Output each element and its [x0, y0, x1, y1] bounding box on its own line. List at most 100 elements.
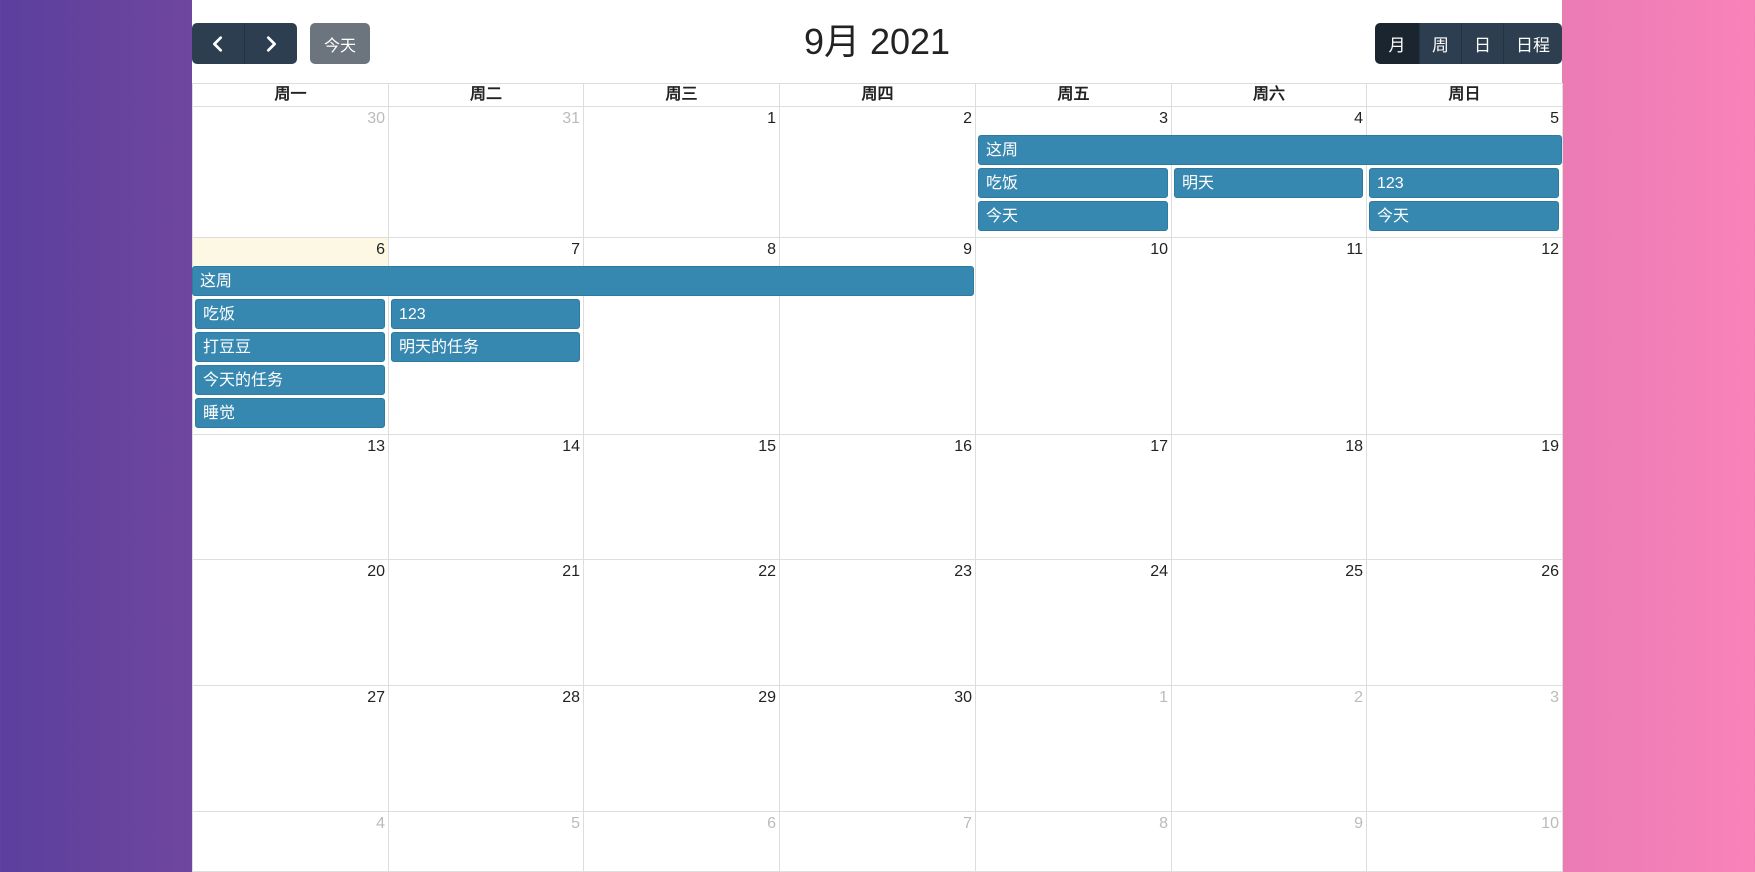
chevron-left-icon — [213, 35, 223, 52]
day-cell[interactable]: 8 — [975, 812, 1172, 872]
day-number: 20 — [367, 563, 385, 580]
day-cell[interactable]: 1 — [975, 686, 1172, 812]
day-cell[interactable]: 11 — [1171, 238, 1367, 435]
day-cell[interactable]: 31 — [388, 107, 584, 238]
day-number: 3 — [1159, 110, 1168, 127]
calendar-event[interactable]: 123 — [1369, 168, 1559, 198]
next-button[interactable] — [244, 23, 297, 64]
day-cell[interactable]: 24 — [975, 560, 1172, 686]
day-cell[interactable]: 23 — [779, 560, 976, 686]
day-number: 29 — [758, 689, 776, 706]
calendar-event[interactable]: 这周 — [192, 266, 974, 296]
calendar-event[interactable]: 吃饭 — [195, 299, 385, 329]
day-cell[interactable]: 29 — [583, 686, 780, 812]
day-cell[interactable]: 9 — [1171, 812, 1367, 872]
day-number: 8 — [767, 241, 776, 258]
weekday-header: 周三 — [583, 83, 780, 107]
day-number: 13 — [367, 438, 385, 455]
day-cell[interactable]: 13 — [192, 435, 389, 560]
day-number: 16 — [954, 438, 972, 455]
day-number: 3 — [1550, 689, 1559, 706]
day-cell[interactable]: 2 — [1171, 686, 1367, 812]
day-number: 22 — [758, 563, 776, 580]
day-number: 4 — [376, 815, 385, 832]
day-cell[interactable]: 4 — [192, 812, 389, 872]
day-number: 2 — [963, 110, 972, 127]
day-number: 1 — [1159, 689, 1168, 706]
day-cell[interactable]: 16 — [779, 435, 976, 560]
day-number: 5 — [1550, 110, 1559, 127]
day-number: 30 — [367, 110, 385, 127]
day-cell[interactable]: 27 — [192, 686, 389, 812]
day-cell[interactable]: 21 — [388, 560, 584, 686]
calendar-event[interactable]: 明天的任务 — [391, 332, 580, 362]
day-number: 24 — [1150, 563, 1168, 580]
day-number: 10 — [1150, 241, 1168, 258]
calendar-event[interactable]: 明天 — [1174, 168, 1363, 198]
day-number: 18 — [1345, 438, 1363, 455]
day-number: 28 — [562, 689, 580, 706]
view-week-button[interactable]: 周 — [1419, 23, 1461, 64]
day-cell[interactable]: 5 — [388, 812, 584, 872]
view-month-button[interactable]: 月 — [1375, 23, 1419, 64]
day-cell[interactable]: 7 — [779, 812, 976, 872]
day-cell[interactable]: 19 — [1366, 435, 1563, 560]
calendar-event[interactable]: 123 — [391, 299, 580, 329]
day-number: 11 — [1346, 241, 1363, 258]
day-number: 10 — [1541, 815, 1559, 832]
day-number: 17 — [1150, 438, 1168, 455]
month-grid: 周一 周二 周三 周四 周五 周六 周日 30 31 1 2 3 4 5 6 7 8 9 10 11 12 13 14 15 1… — [192, 83, 1563, 872]
day-cell[interactable]: 17 — [975, 435, 1172, 560]
calendar-event[interactable]: 这周 — [978, 135, 1562, 165]
view-list-button[interactable]: 日程 — [1503, 23, 1562, 64]
chevron-right-icon — [266, 35, 276, 52]
day-number: 8 — [1159, 815, 1168, 832]
day-number: 31 — [562, 110, 580, 127]
weekday-header: 周一 — [192, 83, 389, 107]
view-day-button[interactable]: 日 — [1461, 23, 1503, 64]
day-cell[interactable]: 2 — [779, 107, 976, 238]
day-number: 9 — [963, 241, 972, 258]
day-number: 5 — [571, 815, 580, 832]
calendar-event[interactable]: 睡觉 — [195, 398, 385, 428]
calendar-event[interactable]: 吃饭 — [978, 168, 1168, 198]
day-number: 19 — [1541, 438, 1559, 455]
day-number: 26 — [1541, 563, 1559, 580]
day-number: 27 — [367, 689, 385, 706]
weekday-header: 周六 — [1171, 83, 1367, 107]
day-number: 2 — [1354, 689, 1363, 706]
day-number: 21 — [562, 563, 580, 580]
today-highlight — [193, 238, 388, 266]
day-cell[interactable]: 10 — [975, 238, 1172, 435]
day-number: 12 — [1541, 241, 1559, 258]
day-cell[interactable]: 14 — [388, 435, 584, 560]
day-cell[interactable]: 18 — [1171, 435, 1367, 560]
day-number: 30 — [954, 689, 972, 706]
day-cell[interactable]: 22 — [583, 560, 780, 686]
weekday-header: 周二 — [388, 83, 584, 107]
calendar-event[interactable]: 今天的任务 — [195, 365, 385, 395]
day-number: 15 — [758, 438, 776, 455]
calendar-event[interactable]: 今天 — [978, 201, 1168, 231]
day-cell[interactable]: 10 — [1366, 812, 1563, 872]
today-button[interactable]: 今天 — [310, 23, 370, 64]
day-cell[interactable]: 20 — [192, 560, 389, 686]
weekday-header: 周日 — [1366, 83, 1563, 107]
day-number: 6 — [376, 241, 385, 258]
day-cell[interactable]: 26 — [1366, 560, 1563, 686]
prev-button[interactable] — [192, 23, 244, 64]
day-number: 7 — [963, 815, 972, 832]
day-cell[interactable]: 1 — [583, 107, 780, 238]
calendar-event[interactable]: 今天 — [1369, 201, 1559, 231]
day-cell[interactable]: 30 — [192, 107, 389, 238]
day-cell[interactable]: 3 — [1366, 686, 1563, 812]
calendar: 今天 9月 2021 月 周 日 日程 周一 周二 周三 周四 周五 周六 周日 30 31 1 2… — [192, 0, 1563, 872]
day-cell[interactable]: 28 — [388, 686, 584, 812]
calendar-event[interactable]: 打豆豆 — [195, 332, 385, 362]
day-cell[interactable]: 25 — [1171, 560, 1367, 686]
calendar-title: 9月 2021 — [803, 21, 951, 62]
day-cell[interactable]: 6 — [583, 812, 780, 872]
day-cell[interactable]: 15 — [583, 435, 780, 560]
day-cell[interactable]: 30 — [779, 686, 976, 812]
day-cell[interactable]: 12 — [1366, 238, 1563, 435]
